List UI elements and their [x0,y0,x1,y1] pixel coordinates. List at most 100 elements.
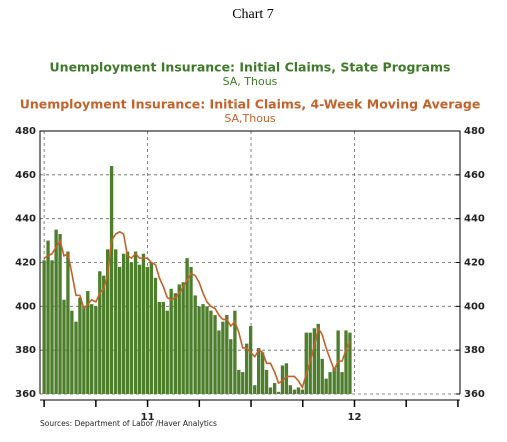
bar [248,326,253,394]
y2-tick-label: 460 [464,170,485,181]
bar [276,391,281,394]
bar [62,299,66,394]
bar [177,284,181,394]
y-tick-label: 360 [15,389,36,400]
y-tick-label: 480 [15,126,36,137]
bar [213,315,217,394]
bar [46,240,50,394]
bar [153,277,158,394]
bar [66,251,70,394]
y2-tick-label: 360 [464,389,485,400]
series-title: Unemployment Insurance: Initial Claims, … [20,97,481,112]
y-tick-label: 420 [15,258,36,269]
bar [324,378,328,394]
bar [257,347,261,394]
series-unit: SA, Thous [223,75,278,88]
bar [245,343,249,394]
bar [121,253,126,394]
bar [268,387,273,394]
bar [209,310,213,394]
bar [320,358,324,394]
bar [340,372,344,394]
y2-tick-label: 380 [464,345,485,356]
y2-tick-label: 400 [464,301,485,312]
bar [197,306,201,394]
bar [296,387,301,394]
bar [312,328,317,394]
bar [78,297,82,394]
source: Sources: Department of Labor /Haver Anal… [40,419,217,428]
line [43,230,351,390]
bar [117,266,122,394]
bar [86,290,90,394]
bar [42,260,46,394]
y-tick-label: 400 [15,301,36,312]
bar [114,249,118,394]
bar [253,385,257,394]
bar [145,266,150,394]
bar [332,367,336,394]
bar [149,262,153,394]
bar [205,306,209,394]
bar [272,383,277,394]
y2-tick-label: 440 [464,214,485,225]
bar [181,282,185,394]
bar [344,330,348,394]
bar [288,385,293,394]
bar [50,260,54,394]
y-tick-label: 460 [15,170,36,181]
x-tick-label: 11 [141,412,155,423]
bar [70,310,74,394]
bar [129,262,134,394]
bar [102,275,106,394]
bar [201,304,205,394]
bar [58,234,62,394]
bar [54,229,58,394]
bar [284,363,289,394]
bar [292,389,297,394]
bar [193,295,197,394]
bar [260,352,265,394]
bar [161,301,165,394]
y-tick-label: 380 [15,345,36,356]
chart-title: Chart 7 [232,7,274,22]
bar [98,271,102,394]
bar [304,332,308,394]
bar [109,166,114,394]
bar [217,330,221,394]
bar [90,304,94,394]
bar [316,323,320,394]
bar [157,301,162,394]
plot-frame [39,130,461,394]
bar [137,264,142,394]
bar [300,389,305,394]
y2-tick-label: 480 [464,126,485,137]
series-unit: SA,Thous [224,112,276,125]
bar [125,251,130,394]
bar [105,249,110,394]
bar [82,306,86,394]
bar [328,372,332,394]
bar [229,339,233,394]
bar [169,288,173,394]
bar [141,253,146,394]
bar [233,310,237,394]
bar [185,258,189,394]
y2-tick-label: 420 [464,258,485,269]
bar [221,321,225,394]
x-tick-label: 12 [348,412,362,423]
bar [94,306,98,394]
bar [225,315,229,394]
bar [173,293,177,394]
bar [133,251,138,394]
bar [348,332,352,394]
bar [237,369,241,394]
bar [241,372,245,394]
bar [165,310,169,394]
bar [189,266,193,394]
bar [74,321,78,394]
bar [264,369,269,394]
series-title: Unemployment Insurance: Initial Claims, … [50,60,451,75]
y-tick-label: 440 [15,214,36,225]
